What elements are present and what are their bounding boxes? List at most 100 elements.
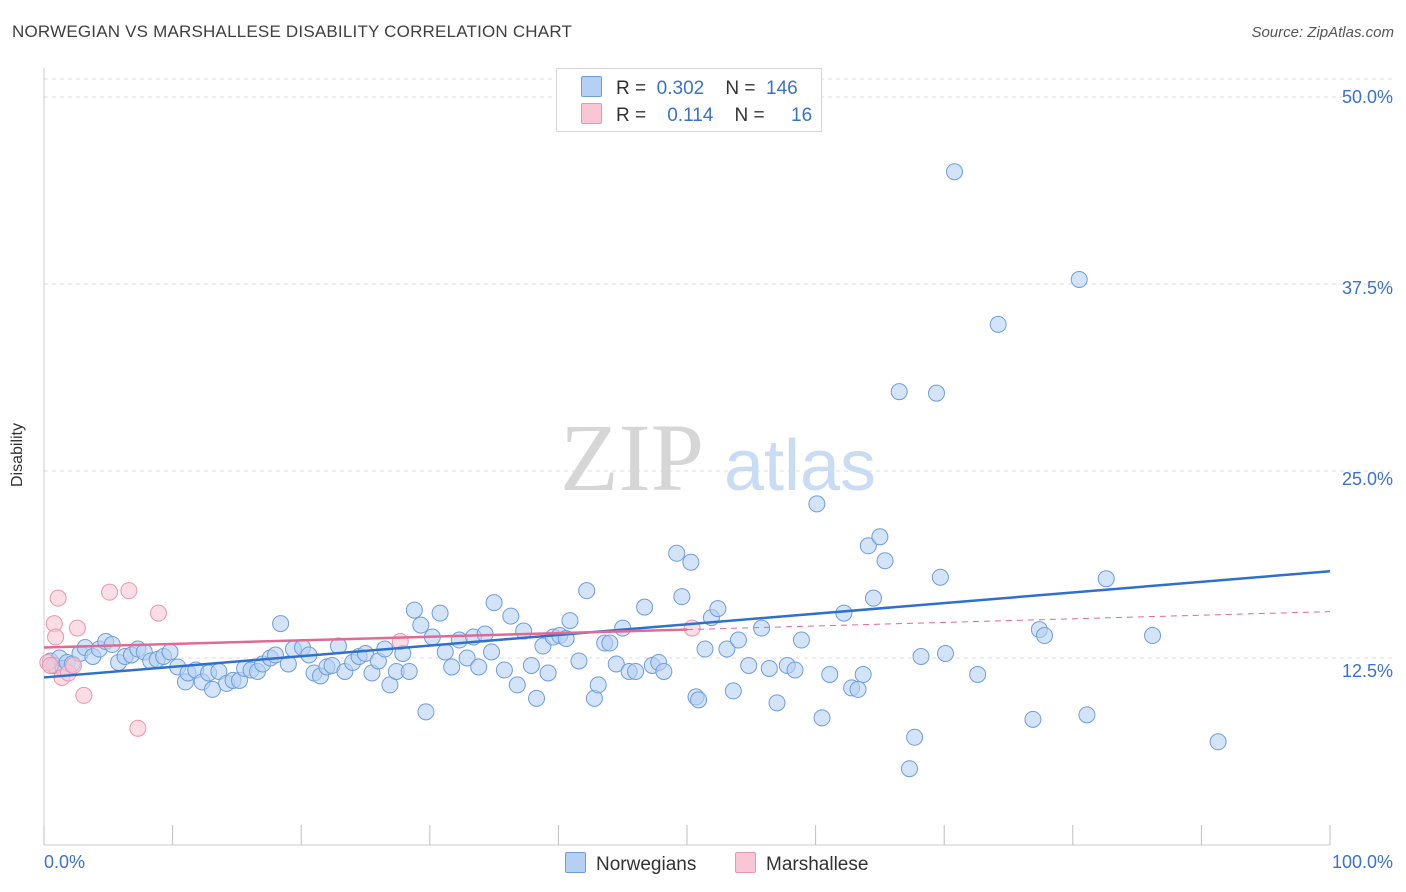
- norwegians-point: [906, 728, 924, 746]
- bottom-legend-marshallese: Marshallese: [735, 852, 868, 876]
- norwegians-point: [601, 634, 619, 652]
- norwegians-point: [1097, 570, 1115, 588]
- norwegians-point: [539, 664, 557, 682]
- marshallese-point: [101, 583, 119, 601]
- norwegians-point: [835, 604, 853, 622]
- norwegians-point: [570, 652, 588, 670]
- norwegians-point: [412, 616, 430, 634]
- norwegians-swatch: [581, 76, 602, 97]
- norwegians-point: [436, 643, 454, 661]
- legend-n-value: 146: [766, 78, 798, 99]
- norwegians-point: [900, 760, 918, 778]
- norwegians-point: [1209, 733, 1227, 751]
- norwegians-point: [849, 680, 867, 698]
- marshallese-point: [129, 719, 147, 737]
- marshallese-point: [68, 619, 86, 637]
- legend-row-marshallese: R = 0.114 N = 16: [581, 103, 813, 126]
- norwegians-trend-line: [43, 569, 1331, 679]
- norwegians-point: [760, 659, 778, 677]
- marshallese-legend-swatch: [735, 852, 756, 873]
- norwegians-point: [470, 658, 488, 676]
- norwegians-point: [931, 568, 949, 586]
- norwegians-point: [808, 495, 826, 513]
- marshallese-point: [75, 686, 93, 704]
- norwegians-point: [673, 588, 691, 606]
- norwegians-point: [589, 676, 607, 694]
- norwegians-point: [1024, 710, 1042, 728]
- norwegians-point: [400, 662, 418, 680]
- legend-r-value: 0.302: [656, 78, 705, 99]
- norwegians-point: [945, 163, 963, 181]
- y-tick-label-50: 50.0%: [1341, 87, 1393, 107]
- y-tick-label-37-5: 37.5%: [1341, 278, 1393, 298]
- legend-n-value: 16: [791, 105, 813, 126]
- chart-title: NORWEGIAN VS MARSHALLESE DISABILITY CORR…: [12, 22, 573, 41]
- bottom-legend-norwegians: Norwegians: [565, 852, 696, 876]
- norwegians-legend-swatch: [565, 852, 586, 873]
- norwegians-point: [417, 703, 435, 721]
- norwegians-point: [864, 589, 882, 607]
- norwegians-point: [458, 649, 476, 667]
- norwegians-point: [740, 656, 758, 674]
- legend-row-norwegians: R = 0.302 N = 146: [581, 76, 798, 99]
- marshallese-trend-extension: [686, 611, 1331, 631]
- x-tick-label-max: 100.0%: [1331, 852, 1393, 872]
- norwegians-point: [431, 604, 449, 622]
- norwegians-point: [203, 680, 221, 698]
- watermark-zip: ZIP: [560, 404, 704, 511]
- marshallese-point: [149, 604, 167, 622]
- norwegians-point: [682, 553, 700, 571]
- norwegians-point: [502, 607, 520, 625]
- norwegians-point: [969, 665, 987, 683]
- axes: [43, 68, 1331, 846]
- norwegians-point: [636, 598, 654, 616]
- norwegians-point: [876, 552, 894, 570]
- trend-lines: [43, 569, 1331, 679]
- norwegians-point: [696, 640, 714, 658]
- norwegians-point: [627, 662, 645, 680]
- norwegians-point: [443, 658, 461, 676]
- norwegians-point: [483, 643, 501, 661]
- y-tick-label-25: 25.0%: [1341, 469, 1393, 489]
- norwegians-point: [508, 676, 526, 694]
- x-tick-label-min: 0.0%: [44, 852, 86, 872]
- norwegians-point: [1036, 627, 1054, 645]
- marshallese-point: [65, 656, 83, 674]
- legend-r-label: R =: [616, 78, 647, 99]
- norwegians-point: [871, 528, 889, 546]
- norwegians-point: [495, 661, 513, 679]
- legend-n-label: N =: [725, 78, 756, 99]
- norwegians-point: [792, 631, 810, 649]
- watermark: ZIP atlas: [560, 404, 876, 511]
- norwegians-point: [450, 631, 468, 649]
- marshallese-trend-line: [43, 628, 688, 649]
- norwegians-point: [927, 384, 945, 402]
- norwegians-point: [786, 661, 804, 679]
- norwegians-legend-label: Norwegians: [596, 854, 697, 875]
- norwegians-point: [279, 655, 297, 673]
- norwegians-point: [272, 615, 290, 633]
- legend-r-label: R =: [616, 105, 647, 126]
- norwegians-point: [607, 655, 625, 673]
- norwegians-point: [718, 640, 736, 658]
- norwegians-point: [578, 582, 596, 600]
- norwegians-point: [1078, 706, 1096, 724]
- marshallese-legend-label: Marshallese: [766, 854, 869, 875]
- norwegians-point: [690, 691, 708, 709]
- norwegians-point: [709, 600, 727, 618]
- norwegians-point: [821, 665, 839, 683]
- norwegians-point: [989, 315, 1007, 333]
- norwegians-point: [655, 662, 673, 680]
- marshallese-point: [120, 582, 138, 600]
- marshallese-point: [49, 589, 67, 607]
- grid-lines: [44, 78, 1393, 659]
- marshallese-swatch: [581, 103, 602, 124]
- marshallese-point: [47, 628, 65, 646]
- norwegians-point: [729, 631, 747, 649]
- norwegians-point: [890, 383, 908, 401]
- norwegians-point: [854, 665, 872, 683]
- norwegians-point: [561, 612, 579, 630]
- norwegians-point: [724, 682, 742, 700]
- norwegians-point: [522, 656, 540, 674]
